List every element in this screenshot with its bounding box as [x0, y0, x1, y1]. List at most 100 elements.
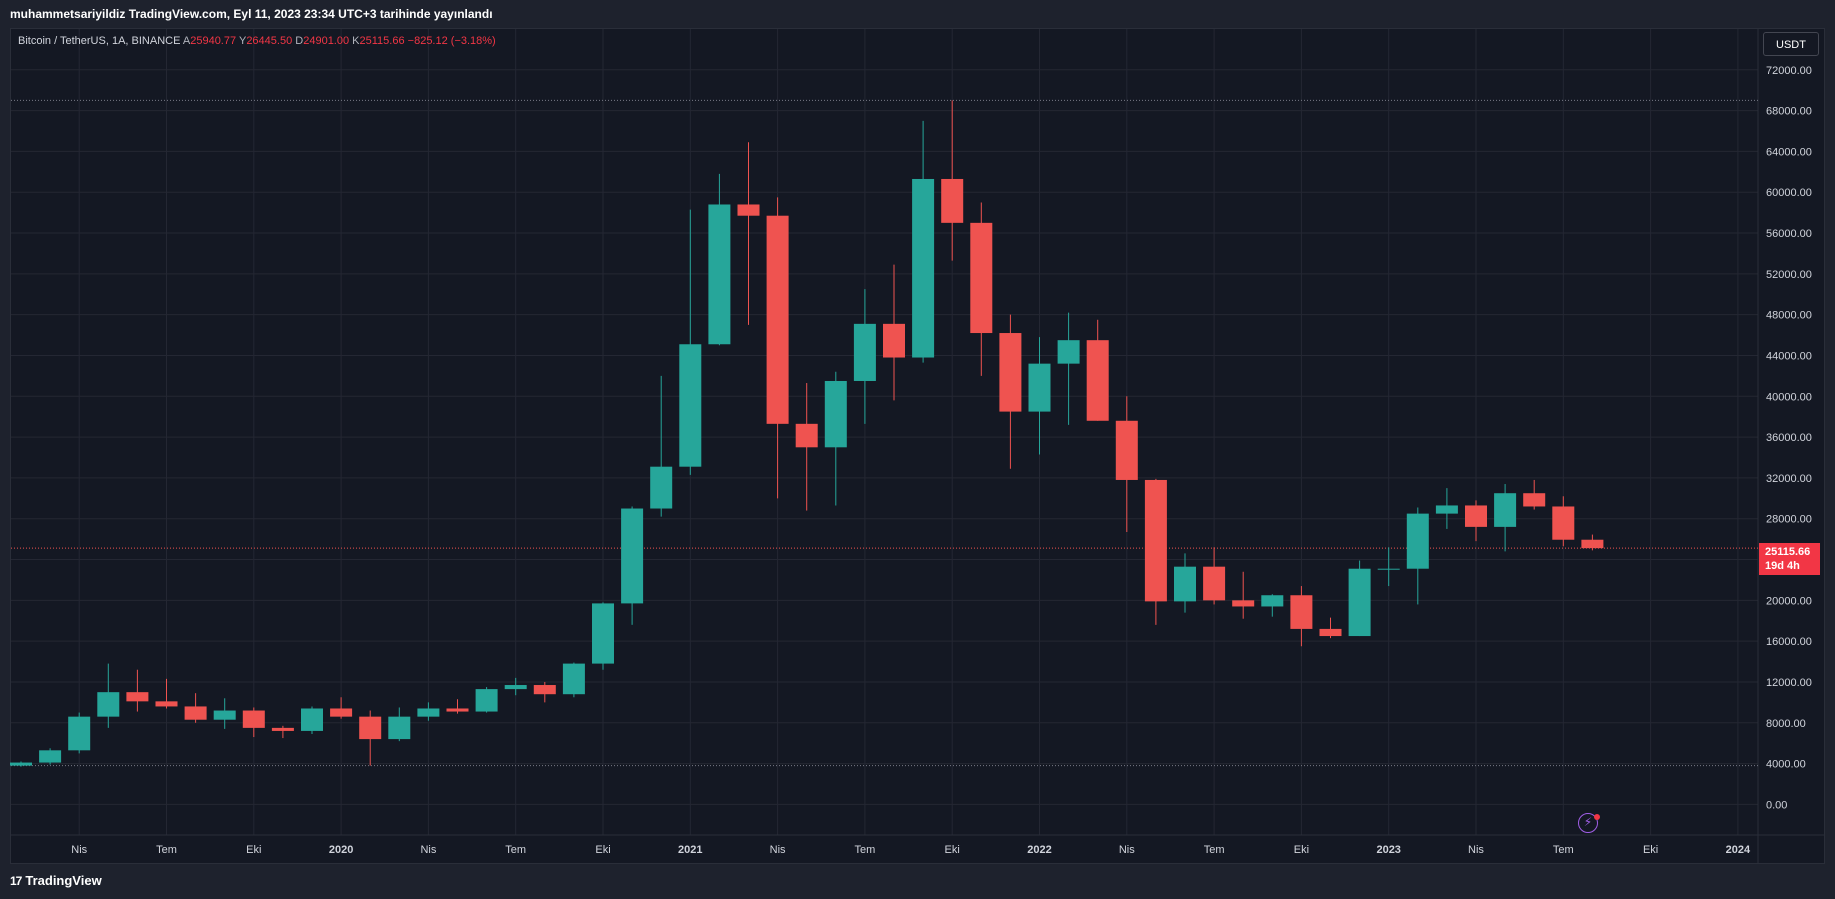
candle-body	[417, 708, 440, 717]
bar-countdown: 19d 4h	[1765, 560, 1800, 572]
candle-body	[621, 508, 644, 604]
y-tick-label: 68000.00	[1766, 106, 1812, 118]
candle-body	[10, 762, 32, 766]
lightning-icon[interactable]: ⚡	[1578, 813, 1598, 833]
x-tick-label: Tem	[855, 844, 876, 856]
x-tick-label: 2022	[1027, 844, 1051, 856]
candle-body	[883, 323, 905, 358]
candle-body	[1465, 505, 1487, 527]
candle-body	[39, 750, 62, 763]
candle-body	[562, 663, 585, 695]
candle-body	[68, 716, 91, 751]
candle-body	[970, 222, 993, 334]
y-tick-label: 8000.00	[1766, 718, 1806, 730]
candle-body	[1377, 568, 1400, 570]
x-tick-label: Tem	[156, 844, 177, 856]
candle-body	[1552, 506, 1575, 540]
x-tick-label: Eki	[1643, 844, 1658, 856]
candle-body	[1523, 493, 1546, 507]
x-tick-label: Nis	[71, 844, 87, 856]
x-tick-label: 2020	[329, 844, 353, 856]
candle-body	[1174, 566, 1196, 602]
x-tick-label: Eki	[945, 844, 960, 856]
y-tick-label: 20000.00	[1766, 595, 1812, 607]
candle-body	[912, 178, 935, 358]
y-tick-label: 36000.00	[1766, 432, 1812, 444]
y-tick-label: 12000.00	[1766, 677, 1812, 689]
y-tick-label: 0.00	[1766, 799, 1787, 811]
candle-body	[330, 708, 353, 717]
x-tick-label: Nis	[420, 844, 436, 856]
y-tick-label: 32000.00	[1766, 473, 1812, 485]
candle-body	[242, 710, 265, 728]
symbol-legend: Bitcoin / TetherUS, 1A, BINANCE A25940.7…	[18, 35, 496, 47]
y-tick-label: 16000.00	[1766, 636, 1812, 648]
y-tick-label: 52000.00	[1766, 269, 1812, 281]
currency-button[interactable]: USDT	[1763, 32, 1819, 56]
brand-text: TradingView	[25, 873, 102, 888]
candle-body	[155, 701, 178, 707]
candle-body	[1348, 568, 1371, 637]
open-value: 25940.77	[190, 35, 237, 47]
y-tick-label: 44000.00	[1766, 350, 1812, 362]
candle-body	[1203, 566, 1226, 601]
x-tick-label: Eki	[1294, 844, 1309, 856]
low-label: D	[295, 35, 304, 47]
x-tick-label: 2023	[1376, 844, 1400, 856]
candle-body	[708, 204, 731, 345]
candle-body	[1144, 479, 1167, 602]
close-label: K	[352, 35, 360, 47]
close-value: 25115.66	[359, 35, 405, 47]
x-tick-label: Tem	[1553, 844, 1574, 856]
change-value: −825.12 (−3.18%)	[407, 35, 496, 47]
candle-body	[650, 466, 673, 509]
y-tick-label: 40000.00	[1766, 391, 1812, 403]
x-tick-label: Nis	[770, 844, 786, 856]
x-tick-label: 2021	[678, 844, 702, 856]
y-tick-label: 60000.00	[1766, 187, 1812, 199]
candle-body	[97, 692, 120, 717]
candle-body	[1319, 628, 1342, 637]
notification-dot-icon	[1594, 814, 1600, 820]
published-header: muhammetsariyildiz TradingView.com, Eyl …	[0, 0, 1835, 28]
high-label: Y	[238, 35, 247, 47]
candle-body	[1290, 595, 1313, 629]
candle-body	[1494, 493, 1517, 527]
candle-body	[824, 380, 847, 448]
candle-body	[592, 603, 614, 664]
x-tick-label: Eki	[595, 844, 610, 856]
high-value: 26445.50	[246, 35, 293, 47]
x-tick-label: Eki	[246, 844, 261, 856]
y-tick-label: 64000.00	[1766, 146, 1812, 158]
candle-body	[1057, 340, 1080, 364]
candle-body	[1261, 595, 1284, 607]
candle-body	[1406, 513, 1429, 569]
open-label: A	[182, 35, 191, 47]
candle-body	[941, 178, 964, 223]
candle-body	[504, 685, 527, 690]
x-tick-label: Nis	[1119, 844, 1135, 856]
tradingview-logo-icon: 17	[10, 874, 22, 888]
candle-body	[126, 692, 149, 702]
candle-body	[1086, 340, 1109, 421]
candle-body	[999, 333, 1022, 412]
candle-body	[737, 204, 760, 216]
candle-body	[795, 423, 818, 448]
y-tick-label: 4000.00	[1766, 759, 1806, 771]
footer-brand[interactable]: 17 TradingView	[0, 868, 1835, 899]
y-tick-label: 28000.00	[1766, 514, 1812, 526]
y-tick-label: 48000.00	[1766, 310, 1812, 322]
published-text: muhammetsariyildiz TradingView.com, Eyl …	[10, 7, 493, 21]
candle-body	[446, 708, 469, 712]
x-tick-label: Nis	[1468, 844, 1484, 856]
low-value: 24901.00	[303, 35, 350, 47]
candle-body	[388, 716, 411, 740]
candle-body	[1115, 420, 1138, 480]
last-price-tag: 25115.66 19d 4h	[1759, 543, 1820, 575]
candle-body	[679, 344, 702, 467]
candle-body	[475, 689, 498, 712]
candle-body	[766, 215, 789, 424]
candle-body	[271, 727, 294, 731]
candle-body	[1581, 539, 1604, 549]
